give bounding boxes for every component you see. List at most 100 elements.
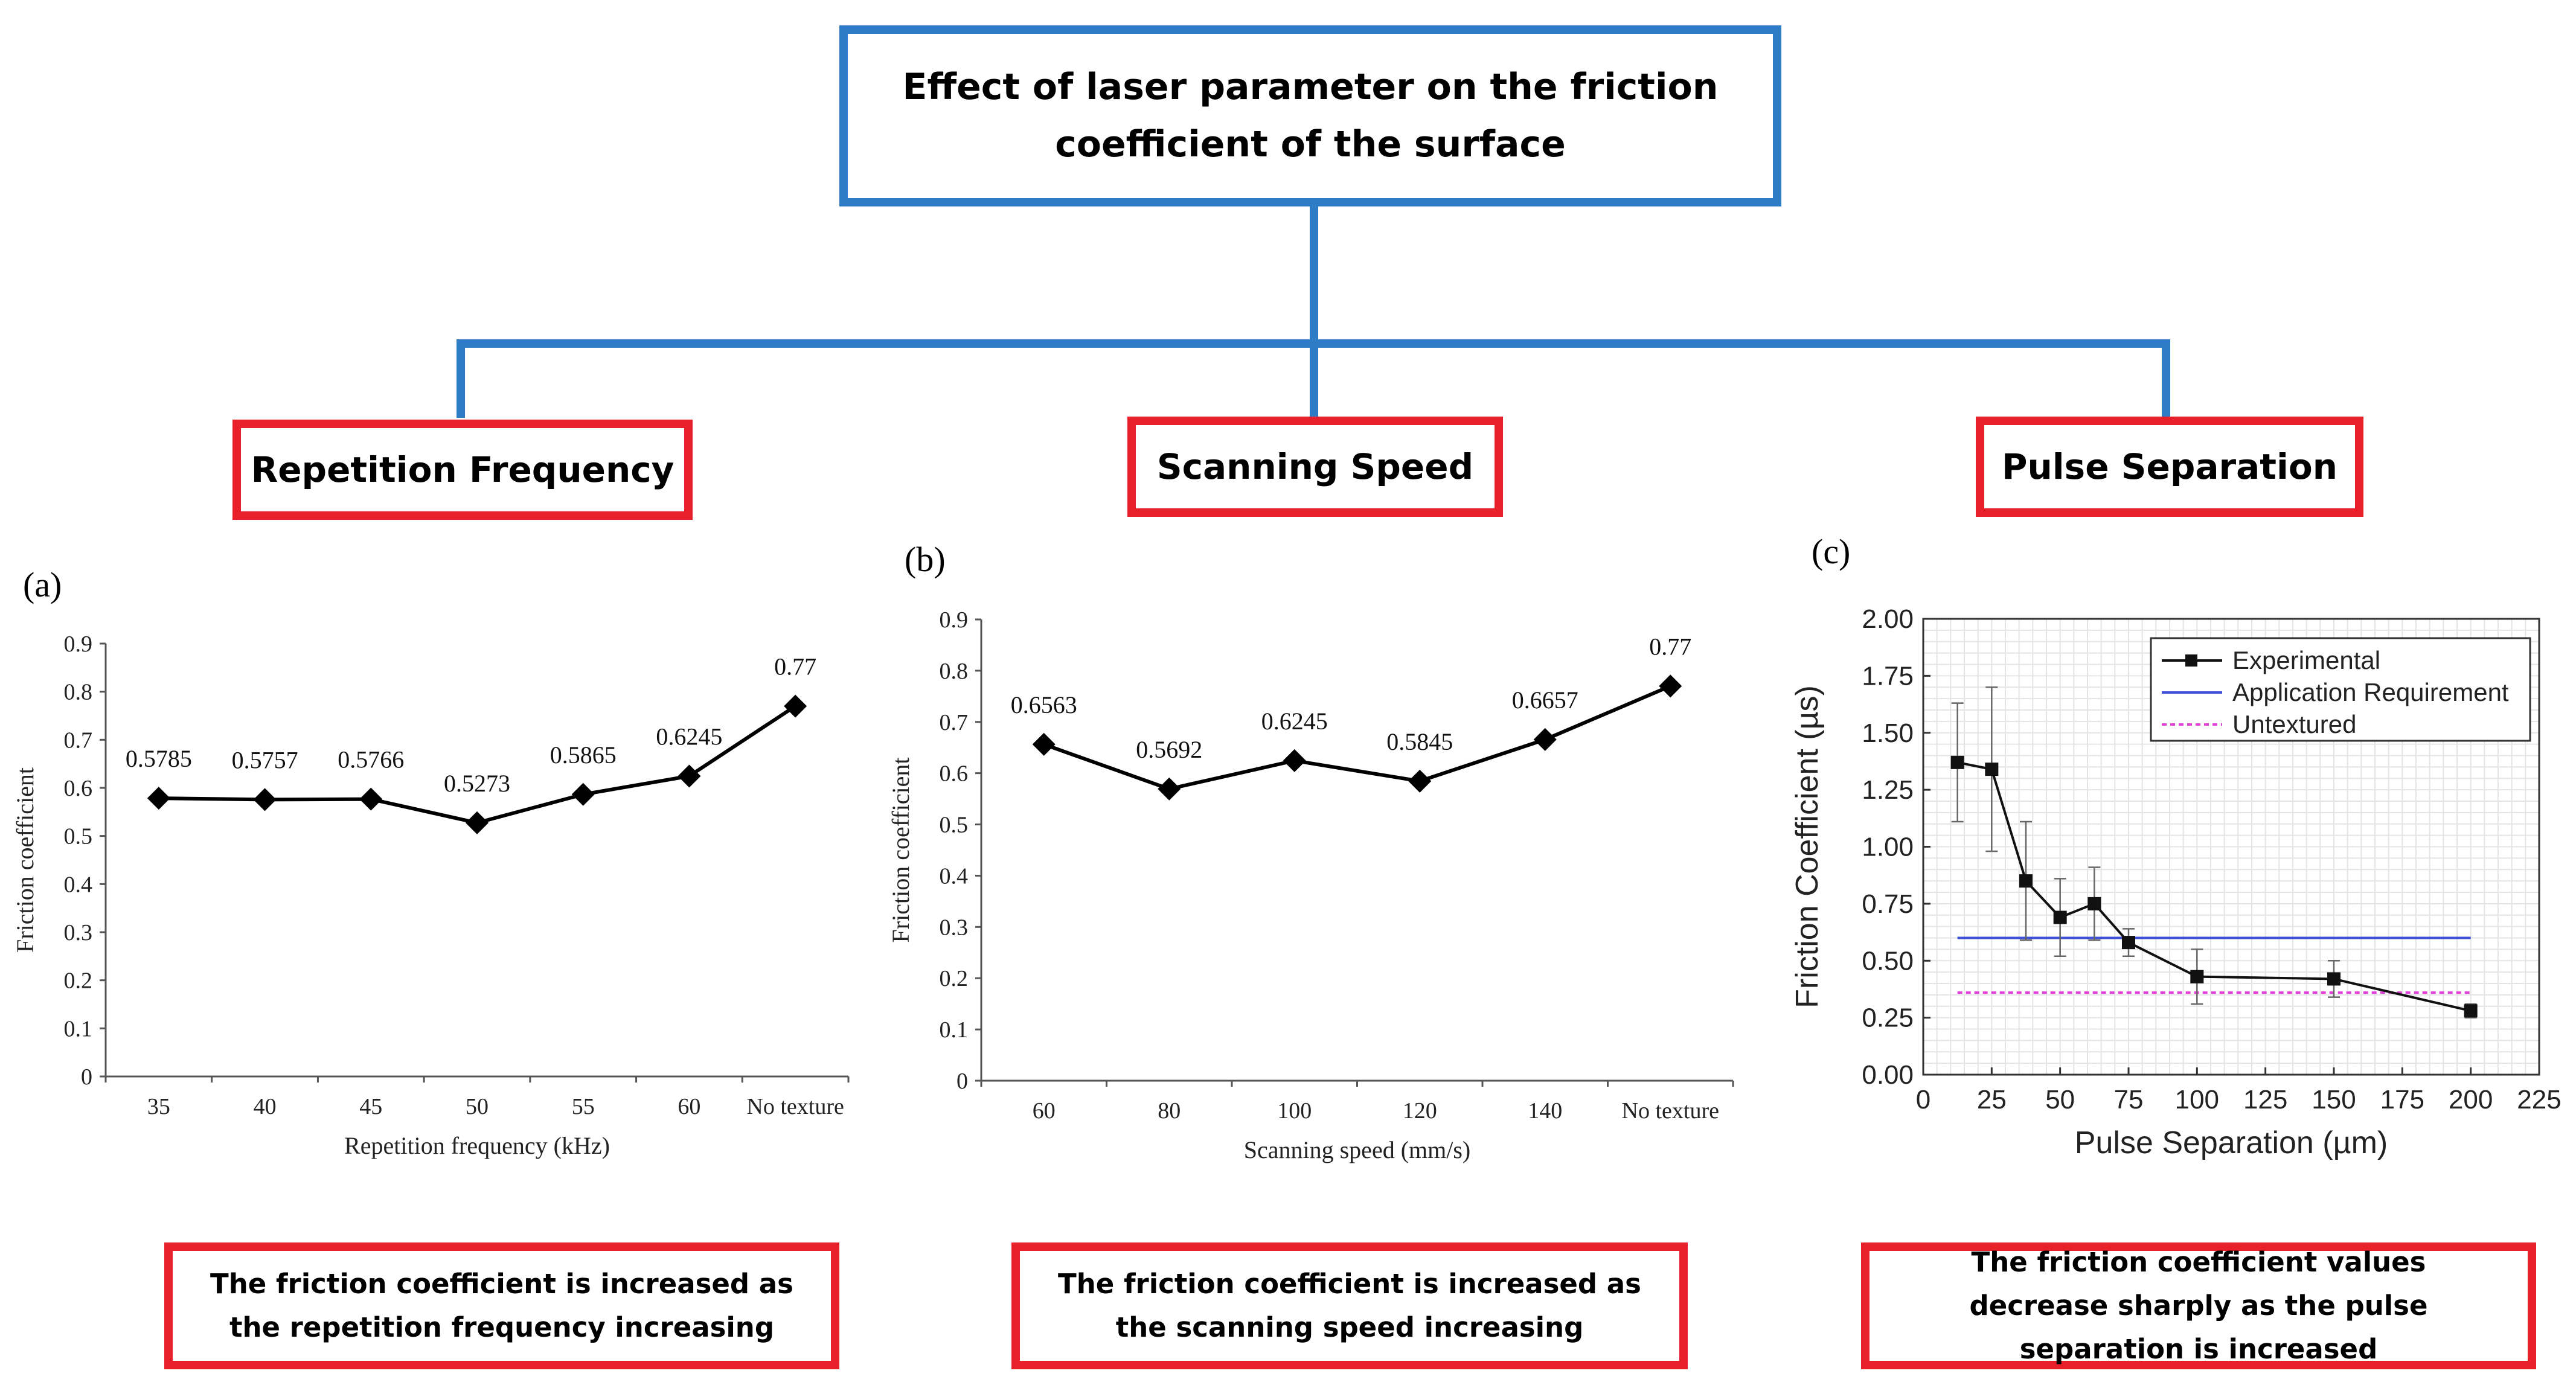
y-tick-label: 0.75 [1862, 889, 1914, 919]
y-tick-label: 0.00 [1862, 1060, 1914, 1090]
data-label: 0.6657 [1512, 686, 1578, 714]
x-tick-label: 140 [1528, 1098, 1562, 1124]
data-point [2464, 1004, 2478, 1018]
x-tick-label: 55 [572, 1094, 595, 1119]
y-tick-label: 2.00 [1862, 604, 1914, 634]
y-tick-label: 0 [81, 1064, 92, 1090]
data-label: 0.5845 [1386, 728, 1453, 755]
data-point [784, 694, 807, 718]
data-point [1158, 777, 1181, 801]
data-label: 0.6245 [656, 723, 722, 750]
y-tick-label: 0.6 [940, 761, 969, 787]
x-tick-label: 125 [2243, 1085, 2287, 1115]
y-tick-label: 0.8 [64, 680, 93, 705]
data-point [678, 764, 701, 788]
x-tick-label: 50 [2045, 1085, 2075, 1115]
connector-right [2162, 339, 2170, 417]
x-tick-label: 45 [359, 1094, 382, 1119]
x-axis-title: Scanning speed (mm/s) [1244, 1136, 1471, 1163]
data-point [1950, 755, 1964, 769]
y-tick-label: 0.2 [940, 966, 969, 991]
connector-left [457, 339, 465, 418]
y-tick-label: 0.1 [64, 1016, 93, 1041]
category-label: Pulse Separation [2002, 446, 2337, 487]
category-label: Repetition Frequency [251, 449, 674, 490]
x-tick-label: 175 [2380, 1085, 2424, 1115]
data-point [253, 788, 277, 811]
panel-label-b: (b) [905, 540, 946, 579]
y-tick-label: 0.3 [64, 920, 93, 945]
legend-marker-experimental [2185, 654, 2197, 667]
data-point [1533, 728, 1557, 751]
data-label: 0.5273 [444, 770, 510, 797]
y-axis-title: Friction Coefficient (µs) [1790, 685, 1825, 1008]
title-box: Effect of laser parameter on the frictio… [839, 25, 1781, 206]
legend-label: Application Requirement [2232, 678, 2509, 706]
data-label: 0.6563 [1011, 691, 1077, 718]
conclusion-text: The friction coefficient is increased as… [210, 1268, 793, 1343]
data-point [2019, 874, 2033, 888]
x-tick-label: 200 [2449, 1085, 2493, 1115]
data-label: 0.5766 [338, 746, 404, 773]
data-label: 0.5757 [232, 746, 298, 773]
data-point [2190, 970, 2204, 983]
x-tick-label: 60 [678, 1094, 700, 1119]
chart-b: 0 0.1 0.2 0.3 0.4 0.5 0.6 0.7 0.8 0.9 60 80 100 120 14… [887, 607, 1734, 1163]
data-label: 0.5785 [126, 745, 192, 772]
x-tick-label: 75 [2114, 1085, 2144, 1115]
data-label: 0.6245 [1261, 708, 1328, 735]
x-tick-label: 50 [466, 1094, 489, 1119]
y-tick-label: 1.25 [1862, 775, 1914, 805]
data-point [2053, 910, 2067, 924]
x-tick-label: 120 [1403, 1098, 1437, 1124]
panel-label-a: (a) [23, 565, 62, 604]
data-point [1408, 769, 1432, 793]
x-tick-label: 0 [1916, 1085, 1930, 1115]
diagram-title: Effect of laser parameter on the frictio… [902, 66, 1719, 165]
y-axis-title: Friction coefficient [887, 758, 914, 943]
y-tick-label: 0 [956, 1069, 968, 1094]
x-tick-label: 225 [2517, 1085, 2561, 1115]
data-point [1985, 763, 1999, 776]
x-tick-label: No texture [746, 1094, 844, 1119]
y-tick-label: 0.4 [64, 872, 93, 897]
y-tick-label: 0.3 [940, 915, 969, 940]
x-tick-label: 100 [1277, 1098, 1312, 1124]
y-tick-label: 0.4 [940, 863, 969, 889]
y-tick-label: 1.50 [1862, 718, 1914, 748]
y-tick-label: 0.50 [1862, 946, 1914, 976]
x-tick-label: 25 [1977, 1085, 2007, 1115]
category-label: Scanning Speed [1156, 446, 1474, 487]
x-axis-title: Repetition frequency (kHz) [344, 1132, 610, 1159]
legend-label: Experimental [2232, 646, 2380, 674]
data-label: 0.77 [1649, 633, 1691, 660]
conclusion-box-c: The friction coefficient values decrease… [1861, 1242, 2536, 1369]
x-tick-label: No texture [1622, 1098, 1719, 1124]
category-box-pulse-separation: Pulse Separation [1976, 417, 2363, 517]
data-point [466, 811, 489, 834]
data-label: 0.5865 [550, 741, 617, 769]
y-tick-label: 1.75 [1862, 661, 1914, 691]
conclusion-box-b: The friction coefficient is increased as… [1011, 1242, 1688, 1369]
x-tick-label: 80 [1158, 1098, 1181, 1124]
data-point [2122, 936, 2135, 950]
y-tick-label: 0.7 [64, 728, 93, 753]
x-tick-label: 60 [1033, 1098, 1056, 1124]
y-tick-label: 0.8 [940, 659, 969, 684]
x-tick-label: 100 [2175, 1085, 2219, 1115]
x-tick-label: 35 [147, 1094, 170, 1119]
data-point [571, 782, 595, 806]
y-tick-label: 1.00 [1862, 833, 1914, 862]
y-tick-label: 0.9 [64, 632, 93, 657]
data-label: 0.77 [774, 653, 816, 680]
conclusion-text: The friction coefficient values decrease… [1969, 1246, 2428, 1365]
category-box-scanning-speed: Scanning Speed [1127, 417, 1503, 517]
data-point [1659, 674, 1682, 698]
y-tick-label: 0.7 [940, 710, 969, 735]
chart-c: 0 25 50 75 100 125 150 175 200 225 0.00 0.25 0.50 0.7… [1790, 604, 2562, 1160]
data-point [1283, 749, 1306, 772]
y-tick-label: 0.9 [940, 607, 969, 633]
y-axis-title: Friction coefficient [11, 767, 39, 953]
x-tick-label: 40 [254, 1094, 277, 1119]
chart-a: 0 0.1 0.2 0.3 0.4 0.5 0.6 0.7 0.8 0.9 35 40 45 50 55 60… [11, 632, 850, 1159]
